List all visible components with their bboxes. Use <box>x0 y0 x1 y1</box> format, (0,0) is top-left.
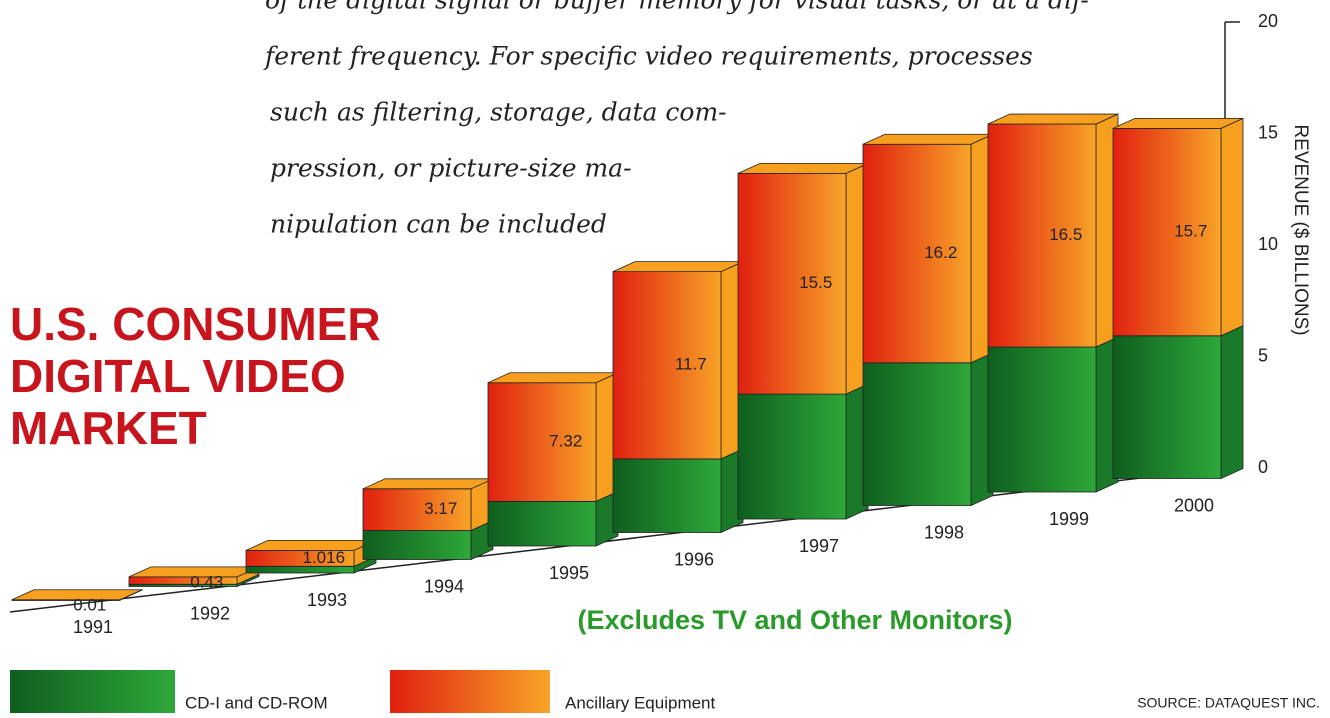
bar-side <box>1220 117 1244 337</box>
bar <box>987 346 1097 493</box>
value-label: 1.016 <box>302 548 345 567</box>
text-line: pression, or picture-size ma- <box>270 154 632 183</box>
bar <box>987 123 1097 348</box>
source: SOURCE: DATAQUEST INC. <box>1137 695 1320 711</box>
bar-top <box>11 589 143 601</box>
bar <box>612 458 722 533</box>
bar <box>245 565 355 574</box>
text-line: ferent frequency. For specific video req… <box>263 42 1033 71</box>
bar <box>737 393 847 520</box>
x-tick-label: 1993 <box>307 590 347 610</box>
bar <box>362 530 472 560</box>
y-tick-label: 0 <box>1258 457 1268 477</box>
x-tick-label: 1994 <box>424 576 464 596</box>
x-tick-label: 1997 <box>799 536 839 556</box>
value-label: 3.17 <box>424 499 457 518</box>
x-tick-label: 1991 <box>73 617 113 637</box>
value-label: 15.5 <box>799 273 832 292</box>
y-tick-label: 20 <box>1258 11 1278 31</box>
bar <box>862 362 972 506</box>
bar <box>487 500 597 547</box>
bar-top <box>362 478 494 490</box>
y-axis-label: REVENUE ($ BILLIONS) <box>1290 124 1311 335</box>
bar-top <box>987 113 1119 125</box>
bar-top <box>487 372 619 384</box>
bar-top <box>612 261 744 272</box>
subtitle: (Excludes TV and Other Monitors) <box>577 605 1012 635</box>
y-tick-label: 15 <box>1258 122 1278 142</box>
value-label: 16.5 <box>1049 225 1082 244</box>
x-tick-label: 1995 <box>549 563 589 583</box>
value-label: 11.7 <box>675 355 707 374</box>
x-tick-label: 1996 <box>674 549 714 569</box>
x-tick-label: 1998 <box>924 522 964 542</box>
x-tick-label: 2000 <box>1174 495 1214 515</box>
legend-swatch <box>390 670 550 713</box>
y-tick-label: 5 <box>1258 345 1268 365</box>
bar <box>487 382 597 502</box>
value-label: 0.43 <box>190 572 223 591</box>
bar <box>737 172 847 395</box>
legend-swatch <box>10 670 175 713</box>
bar-top <box>1112 117 1244 129</box>
value-label: 16.2 <box>924 243 957 262</box>
text-line: of the digital signal or buffer memory f… <box>265 0 1089 15</box>
value-label: 15.7 <box>1174 222 1207 241</box>
legend-label: Ancillary Equipment <box>565 693 716 712</box>
chart-title: U.S. CONSUMER DIGITAL VIDEO MARKET <box>10 298 381 454</box>
x-tick-label: 1992 <box>190 603 230 623</box>
y-tick-label: 10 <box>1258 234 1278 254</box>
x-tick-label: 1999 <box>1049 509 1089 529</box>
bar-top <box>862 133 994 145</box>
text-line: nipulation can be included <box>270 210 607 239</box>
bar <box>1112 335 1222 479</box>
bar-top <box>737 162 869 174</box>
legend-label: CD-I and CD-ROM <box>185 693 328 712</box>
value-label: 7.32 <box>549 432 582 451</box>
text-block: of the digital signal or buffer memory f… <box>263 0 1089 239</box>
bar-side <box>1220 325 1244 480</box>
value-label: 0.01 <box>73 595 106 614</box>
bar <box>1112 127 1222 337</box>
text-line: such as filtering, storage, data com- <box>270 98 727 127</box>
